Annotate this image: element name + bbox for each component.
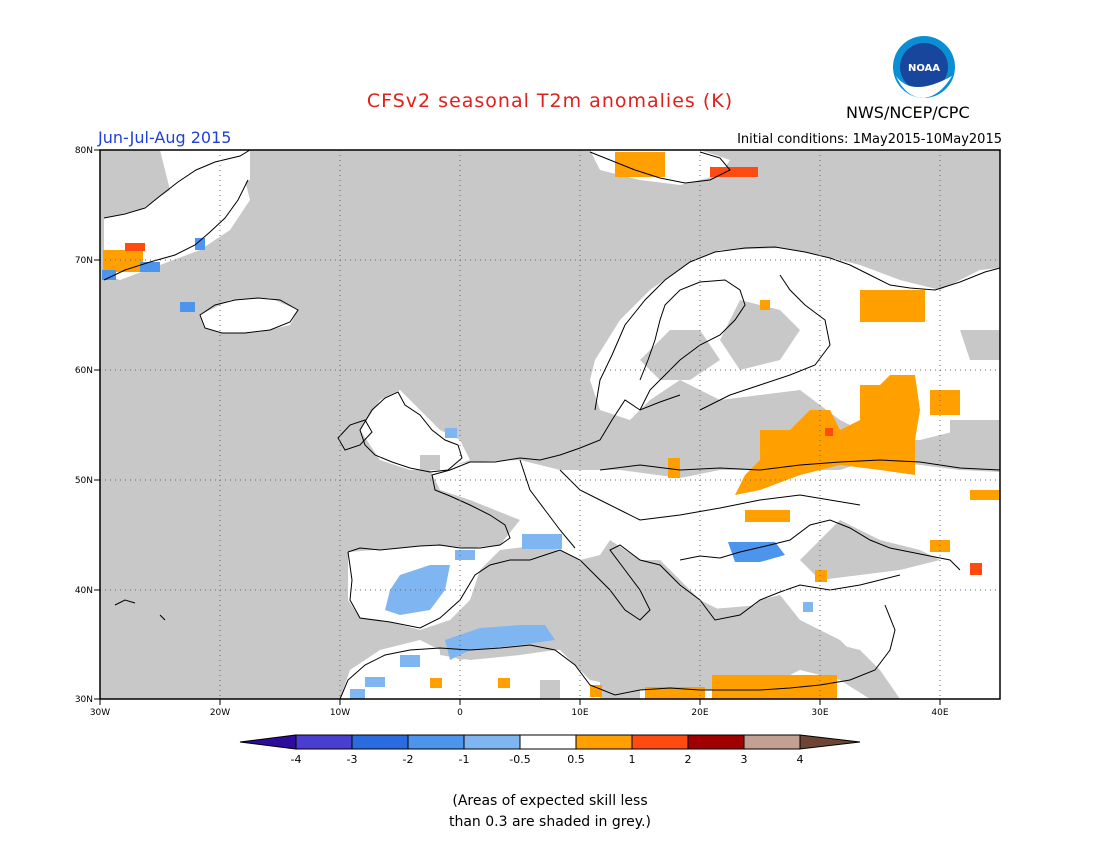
- colorbar-segment: [239, 734, 297, 750]
- lon-label: 20E: [691, 708, 708, 718]
- colorbar-label: -1: [459, 753, 470, 766]
- lon-label: 30W: [90, 708, 110, 718]
- colorbar-label: 2: [685, 753, 692, 766]
- skill-note: (Areas of expected skill less than 0.3 a…: [448, 793, 651, 830]
- lat-labels: 80N 70N 60N 50N 40N 30N: [75, 146, 93, 705]
- colorbar-segment: [799, 734, 861, 750]
- lat-label: 50N: [75, 476, 93, 486]
- initial-conditions-label: Initial conditions: 1May2015-10May2015: [737, 132, 1002, 147]
- colorbar-segment: [463, 734, 521, 750]
- colorbar-labels: -4 -3 -2 -1 -0.5 0.5 1 2 3 4: [291, 753, 804, 766]
- colorbar-label: -4: [291, 753, 302, 766]
- colorbar-segment: [687, 734, 745, 750]
- axis-ticks: [94, 149, 941, 705]
- noaa-logo: NOAA: [893, 36, 955, 98]
- colorbar-label: 4: [797, 753, 804, 766]
- colorbar-segment: [743, 734, 801, 750]
- colorbar-label: 3: [741, 753, 748, 766]
- lon-label: 0: [457, 708, 463, 718]
- lat-label: 70N: [75, 256, 93, 266]
- cold-anomaly-areas: [102, 238, 813, 699]
- lat-label: 60N: [75, 366, 93, 376]
- colorbar-label: -2: [403, 753, 414, 766]
- colorbar-label: 0.5: [567, 753, 585, 766]
- lon-label: 10E: [571, 708, 588, 718]
- colorbar-segment: [407, 734, 465, 750]
- colorbar-segment: [575, 734, 633, 750]
- graticule: [100, 150, 1000, 699]
- colorbar-segment: [519, 734, 577, 750]
- lat-label: 40N: [75, 586, 93, 596]
- colorbar-label: 1: [629, 753, 636, 766]
- colorbar-segment: [351, 734, 409, 750]
- lat-label: 30N: [75, 695, 93, 705]
- map-title: CFSv2 seasonal T2m anomalies (K): [366, 90, 734, 112]
- season-label: Jun-Jul-Aug 2015: [98, 128, 232, 147]
- colorbar-label: -0.5: [509, 753, 530, 766]
- agency-label: NWS/NCEP/CPC: [846, 103, 970, 122]
- lon-label: 10W: [330, 708, 350, 718]
- map-frame: [99, 149, 1001, 700]
- colorbar-segment: [631, 734, 689, 750]
- coastlines: [103, 149, 1001, 700]
- lon-label: 40E: [931, 708, 948, 718]
- lon-labels: 30W 20W 10W 0 10E 20E 30E 40E: [90, 708, 949, 718]
- noaa-logo-text: NOAA: [908, 63, 940, 74]
- lon-label: 30E: [811, 708, 828, 718]
- colorbar-segment: [295, 734, 353, 750]
- colorbar: -4 -3 -2 -1 -0.5 0.5 1 2 3 4: [239, 734, 861, 766]
- anomaly-map: 80N 70N 60N 50N 40N 30N 30W 20W 10W 0 10…: [75, 146, 1001, 718]
- lon-label: 20W: [210, 708, 230, 718]
- warm-anomaly-areas: [103, 152, 1000, 699]
- colorbar-label: -3: [347, 753, 358, 766]
- lat-label: 80N: [75, 146, 93, 156]
